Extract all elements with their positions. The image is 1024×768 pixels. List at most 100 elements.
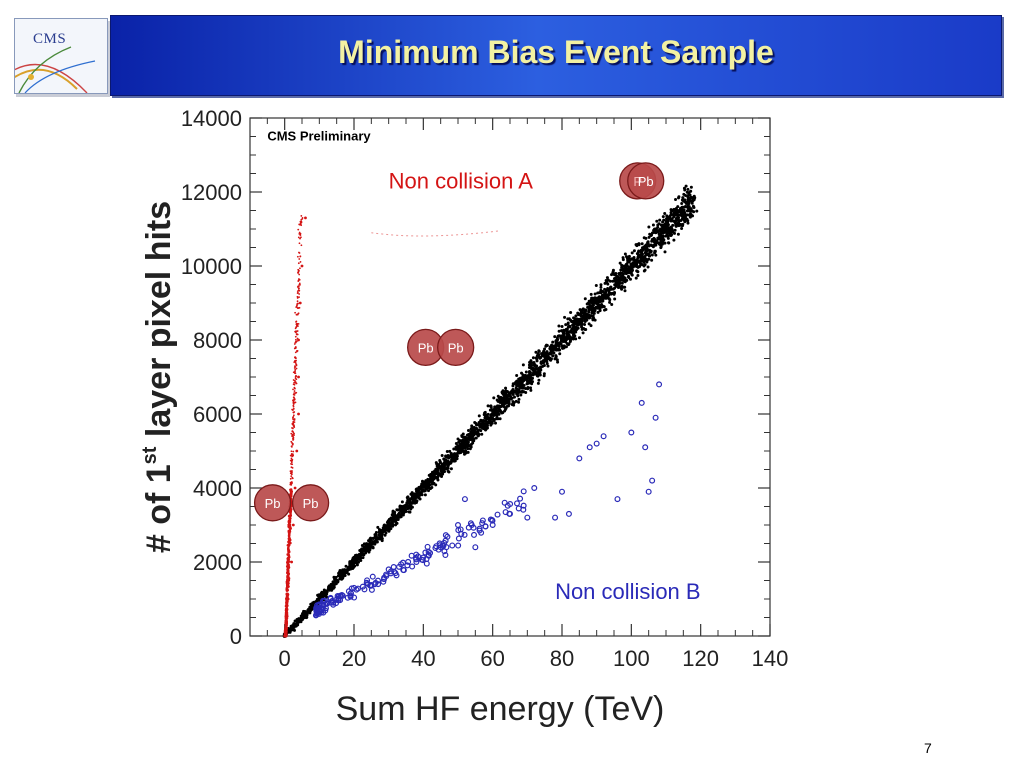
non-collision-a-point — [293, 421, 296, 423]
collision-point — [642, 236, 646, 240]
collision-point — [348, 564, 352, 568]
non-collision-b-point — [513, 500, 520, 507]
collision-point — [378, 528, 382, 532]
collision-point — [625, 264, 629, 268]
collision-point — [642, 259, 646, 263]
collision-point — [573, 334, 577, 338]
collision-point — [407, 504, 411, 508]
collision-point — [661, 238, 665, 242]
non-collision-a-point — [284, 630, 288, 634]
collision-point — [623, 280, 627, 284]
non-collision-a-point — [291, 459, 293, 462]
non-collision-a-point — [286, 569, 290, 573]
collision-point — [545, 343, 549, 347]
collision-point — [647, 257, 651, 261]
non-collision-a-point — [300, 221, 303, 224]
x-tick-label: 80 — [550, 646, 574, 671]
non-collision-b-point — [409, 563, 416, 570]
collision-point — [363, 548, 367, 552]
non-collision-b-point — [461, 496, 468, 503]
collision-point — [507, 404, 511, 408]
collision-point — [565, 332, 569, 336]
collision-point — [462, 440, 466, 444]
non-collision-a-point — [294, 335, 297, 338]
collision-point — [499, 410, 503, 414]
non-collision-a-point — [290, 461, 293, 464]
collision-point — [639, 252, 643, 256]
non-collision-b-point — [489, 522, 496, 529]
collision-point — [429, 472, 433, 476]
non-collision-b-point — [638, 399, 645, 406]
non-collision-a-point — [286, 543, 290, 547]
collision-point — [659, 223, 663, 227]
non-collision-b-point — [517, 495, 524, 502]
non-collision-b-point — [467, 520, 474, 527]
non-collision-a-point — [286, 559, 290, 563]
collision-point — [686, 187, 690, 191]
non-collision-a-point — [285, 593, 289, 597]
collision-point — [583, 323, 587, 327]
ion-left-label: P — [633, 174, 642, 189]
non-collision-b-point — [449, 542, 456, 549]
non-collision-a-point — [295, 325, 298, 328]
collision-point — [562, 344, 566, 348]
collision-point — [539, 368, 543, 372]
non-collision-a-point — [300, 215, 303, 217]
collision-point — [573, 318, 577, 322]
collision-point — [557, 324, 561, 328]
collision-point — [666, 220, 670, 224]
collision-point — [676, 210, 680, 214]
collision-anchor-point — [629, 264, 634, 268]
collision-point — [635, 263, 639, 267]
collision-point — [567, 343, 571, 347]
collision-point — [315, 597, 319, 601]
collision-point — [591, 318, 595, 322]
collision-point — [537, 353, 541, 357]
collision-point — [454, 453, 458, 457]
collision-point — [397, 514, 401, 518]
collision-point — [516, 382, 520, 386]
collision-point — [583, 327, 587, 331]
non-collision-b-point — [531, 485, 538, 492]
non-collision-b-point — [385, 566, 392, 573]
non-collision-b-point — [642, 444, 649, 451]
non-collision-a-point — [296, 255, 299, 258]
collision-point — [558, 352, 562, 356]
collision-point — [580, 327, 584, 331]
non-collision-b-point — [593, 440, 600, 447]
collision-point — [641, 248, 645, 252]
non-collision-a-point — [293, 398, 295, 401]
non-collision-b-point — [482, 523, 489, 530]
collision-point — [440, 462, 444, 466]
non-collision-a-point — [293, 411, 296, 413]
non-collision-b-point — [576, 455, 583, 462]
collision-point — [610, 273, 614, 277]
non-collision-a-point — [290, 440, 293, 443]
collision-point — [575, 322, 579, 326]
x-tick-label: 20 — [342, 646, 366, 671]
non-collision-a-label: Non collision A — [389, 168, 534, 193]
non-collision-a-point — [298, 269, 300, 272]
collision-point — [400, 500, 404, 504]
collision-point — [478, 422, 482, 426]
non-collision-a-point — [290, 481, 293, 484]
collision-point — [456, 450, 460, 454]
x-tick-label: 120 — [682, 646, 719, 671]
collision-point — [655, 219, 659, 223]
collision-point — [672, 238, 676, 242]
non-collision-a-anchor-point — [304, 216, 307, 220]
collision-point — [585, 318, 589, 322]
non-collision-b-point — [628, 429, 635, 436]
collision-point — [531, 356, 535, 360]
collision-point — [650, 253, 654, 257]
non-collision-a-point — [293, 426, 296, 429]
non-collision-b-point — [524, 514, 531, 521]
collision-point — [690, 209, 694, 213]
collision-point — [541, 354, 545, 358]
collision-point — [568, 324, 572, 328]
collision-anchor-point — [317, 593, 322, 598]
non-collision-a-point — [292, 421, 295, 423]
collision-point — [341, 573, 345, 577]
collision-point — [385, 524, 389, 528]
collision-point — [537, 378, 541, 382]
